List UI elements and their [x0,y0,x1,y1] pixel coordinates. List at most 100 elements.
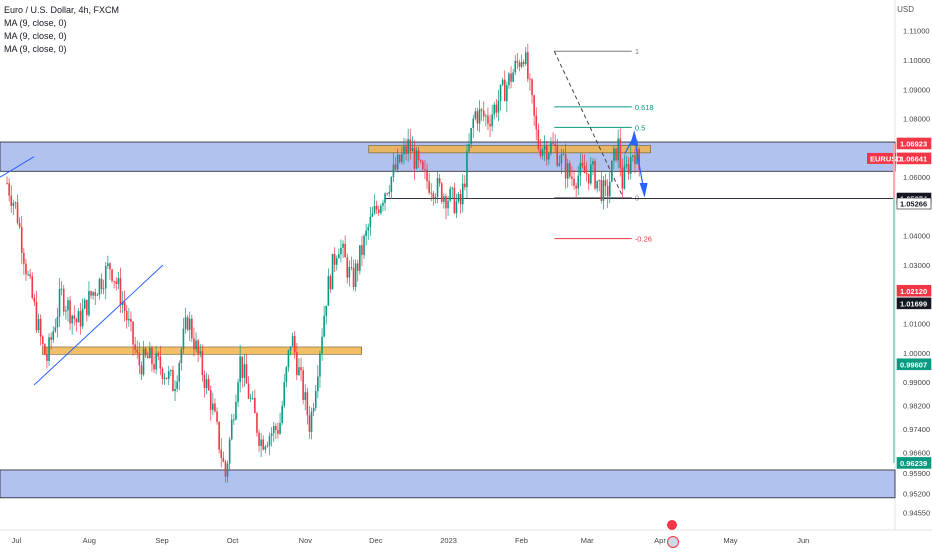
candle-body [634,155,636,164]
candle-body [123,301,126,312]
price-tag-0: 1.06923 [900,139,927,148]
candle-body [453,187,456,214]
candle-body [117,278,120,285]
candle-body [510,73,512,82]
candle-body [94,292,97,296]
candle-body [415,150,418,169]
candle-body [161,368,164,379]
candle-body [340,247,342,255]
candle-body [65,310,67,312]
candle-body [377,209,380,214]
candle-body [474,111,477,119]
x-tick-3: Oct [227,536,240,545]
candle-body [249,398,252,400]
candle-body [312,407,315,412]
price-tag-4: 1.02120 [900,287,927,296]
indicator-ma-2[interactable]: MA (9, close, 0) [4,31,67,41]
candle-body [195,340,197,350]
candle-body [388,191,391,194]
candle-body [365,230,367,237]
candle-body [92,292,94,296]
candle-body [562,154,565,156]
candle-body [380,205,382,214]
candle-body [497,100,500,113]
y-tick-11: 0.97400 [903,425,930,434]
candle-body [438,178,441,184]
candle-body [375,205,378,210]
candle-body [359,245,361,271]
price-tag-bg-6 [896,358,932,371]
candle-body [587,173,590,184]
candle-body [153,364,155,370]
candle-body [522,62,525,64]
candle-body [527,52,529,79]
candle-body [121,301,124,306]
candle-body [569,163,571,177]
candle-body [554,143,556,146]
candle-body [459,193,462,205]
y-tick-8: 1.00000 [903,349,930,358]
candle-body [487,115,489,124]
candle-body [100,278,103,290]
x-tick-5: Dec [369,536,383,545]
candle-body [333,253,336,265]
symbol-title[interactable]: Euro / U.S. Dollar, 4h, FXCM [4,5,120,15]
x-tick-4: Nov [299,536,313,545]
candle-body [363,236,365,255]
candle-body [8,183,10,196]
support-zone-1 [0,469,896,499]
candle-body [228,439,231,464]
indicator-ma-1[interactable]: MA (9, close, 0) [4,18,67,28]
candle-body [178,363,181,382]
candle-body [10,195,13,206]
candle-body [264,446,267,450]
candle-body [577,175,580,189]
trend-line-top [0,156,35,178]
candle-body [201,351,204,376]
x-tick-11: Jun [797,536,809,545]
arrow-head-down [639,183,648,198]
x-tick-7: Feb [515,536,528,545]
candle-body [512,72,514,82]
candle-body [327,276,330,306]
candle-body [306,392,309,416]
candle-body [191,318,193,339]
candle-body [583,165,586,174]
candle-body [550,143,552,154]
candle-body [636,149,638,164]
candle-body [319,353,321,377]
candle-body [111,269,113,281]
candle-body [182,328,185,350]
price-tag-bg-3 [896,197,932,210]
candle-body [401,154,403,163]
candle-body [373,205,376,214]
fib-label-1: 0.618 [635,103,654,112]
candle-body [472,118,475,129]
candle-body [623,165,626,189]
candle-body [260,439,262,446]
candle-body [602,180,605,201]
candle-body [356,263,359,271]
candle-body [520,62,523,67]
candle-body [354,263,357,287]
candle-body [600,179,603,201]
candle-body [485,115,487,117]
candle-body [235,401,237,420]
price-range-bar-green [893,198,895,463]
candle-body [119,278,122,306]
candle-body [585,173,588,174]
chart-legend: Euro / U.S. Dollar, 4h, FXCM MA (9, clos… [4,4,119,56]
candle-body [144,348,147,356]
candle-body [283,382,286,406]
price-tag-3: 1.05266 [900,200,927,209]
y-tick-4: 1.06000 [903,173,930,182]
events-badge[interactable] [667,517,691,548]
candle-body [541,149,544,156]
candle-body [151,347,153,365]
indicator-ma-3[interactable]: MA (9, close, 0) [4,44,67,54]
candle-body [619,138,622,168]
candle-body [197,340,199,354]
candle-body [52,331,55,340]
